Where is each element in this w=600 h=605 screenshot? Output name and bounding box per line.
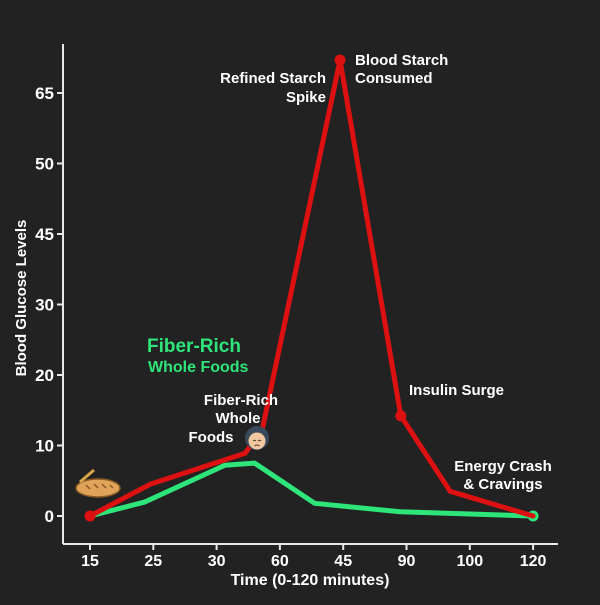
annotations: Refined Starch Spike Blood Starch Consum…: [147, 52, 552, 493]
annotation-spike-2: Spike: [286, 89, 326, 106]
series-point-0: [84, 510, 96, 522]
y-tick-label: 10: [35, 437, 54, 456]
annotation-fiber-white-2: Whole: [216, 410, 261, 427]
y-tick-label: 65: [35, 84, 54, 103]
y-tick-label: 45: [35, 225, 54, 244]
x-tick-label: 30: [208, 553, 226, 570]
series-point-0: [395, 410, 407, 422]
annotation-consumed-1: Blood Starch: [355, 52, 448, 69]
y-tick-label: 30: [35, 296, 54, 315]
annotation-fiber-white-1: Fiber-Rich: [204, 392, 278, 409]
annotation-fiber-green-1: Fiber-Rich: [147, 336, 241, 357]
x-tick-label: 90: [398, 553, 416, 570]
annotation-crash-2: & Cravings: [463, 476, 542, 493]
x-tick-label: 15: [81, 553, 99, 570]
x-tick-label: 25: [144, 553, 162, 570]
sad-face-icon: [245, 426, 269, 450]
annotation-crash-1: Energy Crash: [454, 458, 552, 475]
annotation-insulin: Insulin Surge: [409, 382, 504, 399]
annotation-fiber-white-3: Foods: [189, 429, 234, 446]
x-tick-label: 45: [334, 553, 352, 570]
x-axis-label: Time (0-120 minutes): [231, 572, 390, 589]
series-point-0: [334, 54, 346, 66]
y-tick-label: 0: [45, 507, 54, 526]
y-tick-label: 20: [35, 366, 54, 385]
y-axis-label: Blood Glucose Levels: [13, 220, 30, 377]
y-tick-label: 50: [35, 155, 54, 174]
x-tick-label: 120: [520, 553, 547, 570]
x-tick-label: 60: [271, 553, 289, 570]
axes: [62, 44, 558, 545]
bread-icon: [75, 468, 121, 498]
annotation-spike-1: Refined Starch: [220, 70, 326, 87]
series-line-0: [87, 57, 536, 519]
series-line-1: [87, 460, 536, 519]
x-tick-label: 100: [456, 553, 483, 570]
annotation-consumed-2: Consumed: [355, 70, 433, 87]
annotation-fiber-green-2: Whole Foods: [148, 359, 249, 376]
